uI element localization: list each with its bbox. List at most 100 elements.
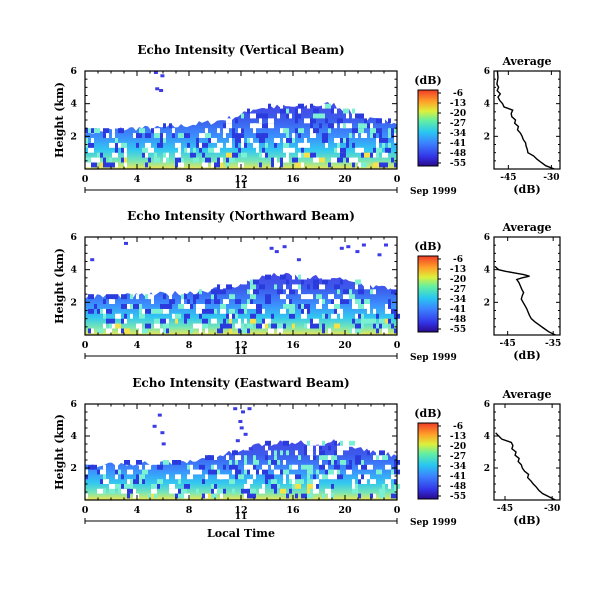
echo-cell xyxy=(130,488,133,494)
echo-cell xyxy=(199,133,205,138)
echo-cell xyxy=(250,138,253,143)
echo-cell xyxy=(130,479,133,484)
echo-cell xyxy=(286,133,289,138)
echo-cell xyxy=(304,304,310,309)
echo-cell xyxy=(376,455,379,460)
echo-cell xyxy=(115,147,118,153)
echo-cell xyxy=(319,460,322,465)
y-axis-label: Height (km) xyxy=(53,414,66,490)
echo-cell xyxy=(352,142,355,148)
echo-cell xyxy=(97,328,103,334)
echo-cell xyxy=(292,284,298,290)
echo-cell xyxy=(109,157,112,163)
echo-cell xyxy=(205,328,208,334)
echo-cell xyxy=(196,469,202,475)
echo-cell xyxy=(121,488,127,494)
echo-cell xyxy=(262,308,265,314)
echo-cell xyxy=(337,299,340,304)
echo-cell xyxy=(250,493,256,499)
echo-cell xyxy=(190,328,193,334)
echo-cell xyxy=(154,318,160,324)
echo-cell xyxy=(280,274,286,280)
echo-cell xyxy=(235,455,241,460)
echo-cell xyxy=(235,460,238,465)
y-tick-label: 6 xyxy=(70,399,77,410)
date-label: 11 xyxy=(235,347,248,357)
echo-cell xyxy=(367,464,373,470)
echo-cell xyxy=(391,133,394,138)
echo-cell xyxy=(223,123,226,129)
echo-cell xyxy=(229,138,232,143)
x-tick-label: 8 xyxy=(186,340,193,351)
echo-cell xyxy=(253,142,259,148)
echo-cell xyxy=(130,294,133,300)
echo-cell xyxy=(220,304,223,309)
echo-cell xyxy=(178,304,184,309)
echo-cell xyxy=(319,450,325,456)
echo-cell xyxy=(235,313,238,319)
echo-cell xyxy=(235,474,238,480)
colorbar-unit: (dB) xyxy=(414,407,441,420)
echo-cell xyxy=(280,308,286,314)
echo-cell xyxy=(205,157,211,163)
echo-cell xyxy=(97,308,100,314)
average-y-tick-label: 2 xyxy=(484,132,490,142)
panel-title: Echo Intensity (Northward Beam) xyxy=(127,209,355,223)
echo-cell xyxy=(337,445,343,451)
echo-cell xyxy=(352,157,358,163)
echo-cell xyxy=(328,274,331,280)
echo-cell xyxy=(241,113,244,119)
echo-cell xyxy=(235,323,241,329)
echo-cell xyxy=(373,308,376,314)
average-y-tick-label: 6 xyxy=(484,400,490,410)
echo-cell xyxy=(85,469,88,475)
echo-cell xyxy=(376,118,379,124)
echo-cell xyxy=(328,469,334,475)
echo-cell xyxy=(283,440,286,446)
average-y-tick-label: 4 xyxy=(484,266,490,276)
echo-cell xyxy=(238,474,244,480)
echo-cell xyxy=(118,313,121,319)
echo-cell xyxy=(226,118,232,124)
echo-cell xyxy=(124,162,127,168)
echo-cell xyxy=(358,493,361,499)
echo-cell xyxy=(310,323,316,329)
echo-cell xyxy=(289,138,292,143)
echo-cell xyxy=(115,138,118,143)
echo-cell xyxy=(325,488,331,494)
echo-cell xyxy=(286,108,289,114)
echo-cell xyxy=(265,274,271,280)
colorbar-label: -41 xyxy=(450,139,466,149)
echo-cell xyxy=(292,157,298,163)
echo-cell xyxy=(181,488,187,494)
echo-field xyxy=(85,71,400,169)
echo-cell xyxy=(361,464,367,470)
echo-cell xyxy=(331,455,337,460)
echo-cell xyxy=(322,138,328,143)
echo-cell xyxy=(247,464,253,470)
echo-cell xyxy=(121,474,124,480)
echo-cell xyxy=(352,488,358,494)
echo-cell xyxy=(268,123,274,129)
echo-cell xyxy=(142,469,148,475)
echo-cell xyxy=(298,128,301,134)
echo-cell xyxy=(358,304,364,309)
echo-cell xyxy=(85,474,88,480)
echo-cell xyxy=(295,474,301,480)
echo-cell xyxy=(133,479,136,484)
echo-cell xyxy=(259,488,265,494)
echo-cell xyxy=(376,147,382,153)
echo-cell xyxy=(205,133,211,138)
echo-cell xyxy=(388,133,391,138)
echo-cell xyxy=(262,469,268,475)
echo-cell xyxy=(283,474,286,480)
echo-cell xyxy=(94,304,97,309)
echo-cell xyxy=(376,328,379,334)
echo-cell xyxy=(385,328,388,334)
echo-cell xyxy=(172,488,178,494)
echo-cell xyxy=(352,108,355,114)
echo-cell xyxy=(139,474,145,480)
echo-cell xyxy=(313,318,319,324)
echo-cell xyxy=(271,328,274,334)
echo-cell xyxy=(163,138,166,143)
